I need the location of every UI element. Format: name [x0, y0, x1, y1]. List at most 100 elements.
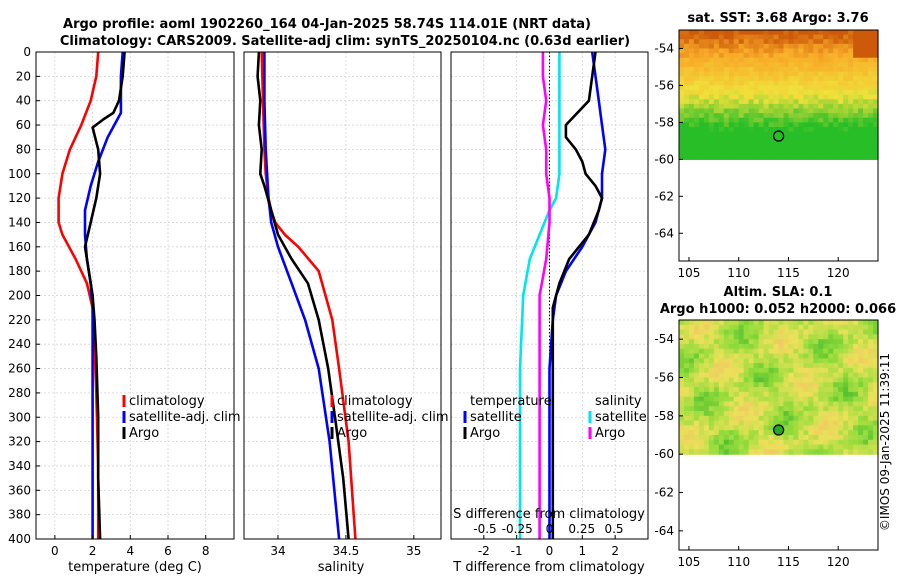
heatmap-cell: [793, 372, 799, 379]
heatmap-cell: [873, 62, 879, 68]
heatmap-cell: [683, 425, 690, 431]
heatmap-cell: [858, 94, 864, 100]
heatmap-cell: [768, 439, 775, 446]
heatmap-cell: [738, 343, 745, 350]
heatmap-cell: [863, 85, 869, 91]
heatmap-cell: [803, 76, 809, 82]
heatmap-cell: [843, 131, 849, 137]
heatmap-cell: [748, 108, 755, 114]
heatmap-cell: [843, 367, 849, 374]
heatmap-cell: [798, 140, 804, 147]
heatmap-cell: [858, 34, 864, 40]
heatmap-cell: [818, 122, 824, 128]
heatmap-cell: [788, 367, 795, 374]
heatmap-cell: [778, 66, 785, 73]
heatmap-cell: [753, 131, 760, 137]
heatmap-cell: [863, 406, 869, 412]
heatmap-cell: [693, 43, 700, 50]
heatmap-cell: [848, 411, 854, 417]
heatmap-cell: [753, 39, 760, 45]
heatmap-cell: [873, 444, 879, 450]
heatmap-cell: [838, 353, 844, 359]
heatmap-cell: [679, 66, 685, 73]
heatmap-cell: [733, 39, 740, 45]
heatmap-cell: [853, 367, 859, 374]
heatmap-cell: [793, 339, 799, 345]
y-tick-label: 120: [8, 191, 31, 205]
heatmap-cell: [813, 382, 819, 388]
heatmap-cell: [813, 444, 819, 450]
heatmap-cell: [768, 415, 775, 422]
heatmap-cell: [813, 108, 819, 114]
heatmap-cell: [718, 348, 725, 355]
heatmap-cell: [753, 62, 760, 68]
title-line-2: Climatology: CARS2009. Satellite-adj cli…: [60, 34, 630, 49]
series-line-climatology: [260, 52, 357, 539]
heatmap-cell: [778, 127, 785, 133]
heatmap-cell: [813, 396, 819, 403]
heatmap-cell: [823, 406, 829, 412]
heatmap-cell: [873, 48, 879, 54]
heatmap-cell: [818, 30, 824, 36]
heatmap-cell: [838, 449, 844, 455]
heatmap-cell: [718, 449, 725, 455]
heatmap-cell: [778, 145, 785, 151]
heatmap-cell: [858, 348, 864, 355]
heatmap-cell: [833, 48, 839, 54]
heatmap-cell: [808, 401, 814, 407]
heatmap-cell: [703, 367, 710, 374]
heatmap-cell: [778, 30, 785, 36]
heatmap-cell: [733, 348, 740, 355]
heatmap-cell: [793, 140, 799, 147]
heatmap-cell: [733, 122, 740, 128]
heatmap-cell: [713, 127, 720, 133]
heatmap-cell: [679, 99, 685, 105]
heatmap-cell: [788, 348, 795, 355]
heatmap-cell: [768, 406, 775, 412]
heatmap-cell: [803, 391, 809, 398]
heatmap-cell: [783, 39, 790, 45]
heatmap-cell: [808, 353, 814, 359]
heatmap-cell: [748, 103, 755, 110]
heatmap-cell: [833, 150, 839, 156]
heatmap-cell: [743, 30, 750, 36]
heatmap-cell: [679, 353, 685, 359]
heatmap-cell: [793, 444, 799, 450]
heatmap-cell: [863, 117, 869, 123]
heatmap-cell: [823, 103, 829, 110]
heatmap-cell: [693, 122, 700, 128]
heatmap-cell: [693, 320, 700, 326]
heatmap-cell: [763, 329, 770, 335]
heatmap-cell: [848, 430, 854, 436]
heatmap-cell: [723, 136, 730, 142]
heatmap-cell: [733, 127, 740, 133]
heatmap-cell: [808, 62, 814, 68]
heatmap-cell: [753, 48, 760, 54]
heatmap-cell: [798, 391, 804, 398]
heatmap-cell: [698, 444, 705, 450]
heatmap-cell: [679, 343, 685, 350]
heatmap-cell: [708, 39, 715, 45]
sla-argo-marker: [772, 424, 785, 436]
heatmap-cell: [828, 99, 834, 105]
heatmap-cell: [843, 66, 849, 73]
heatmap-cell: [778, 343, 785, 350]
heatmap-cell: [679, 122, 685, 128]
heatmap-cell: [788, 53, 795, 59]
heatmap-cell: [823, 339, 829, 345]
heatmap-cell: [823, 324, 829, 331]
heatmap-cell: [718, 406, 725, 412]
heatmap-cell: [803, 136, 809, 142]
heatmap-cell: [683, 343, 690, 350]
heatmap-cell: [763, 396, 770, 403]
heatmap-cell: [843, 425, 849, 431]
heatmap-cell: [803, 108, 809, 114]
heatmap-cell: [688, 425, 695, 431]
heatmap-cell: [693, 76, 700, 82]
heatmap-cell: [803, 71, 809, 77]
heatmap-cell: [808, 103, 814, 110]
heatmap-cell: [873, 103, 879, 110]
heatmap-cell: [768, 363, 775, 369]
heatmap-cell: [818, 127, 824, 133]
heatmap-cell: [698, 329, 705, 335]
